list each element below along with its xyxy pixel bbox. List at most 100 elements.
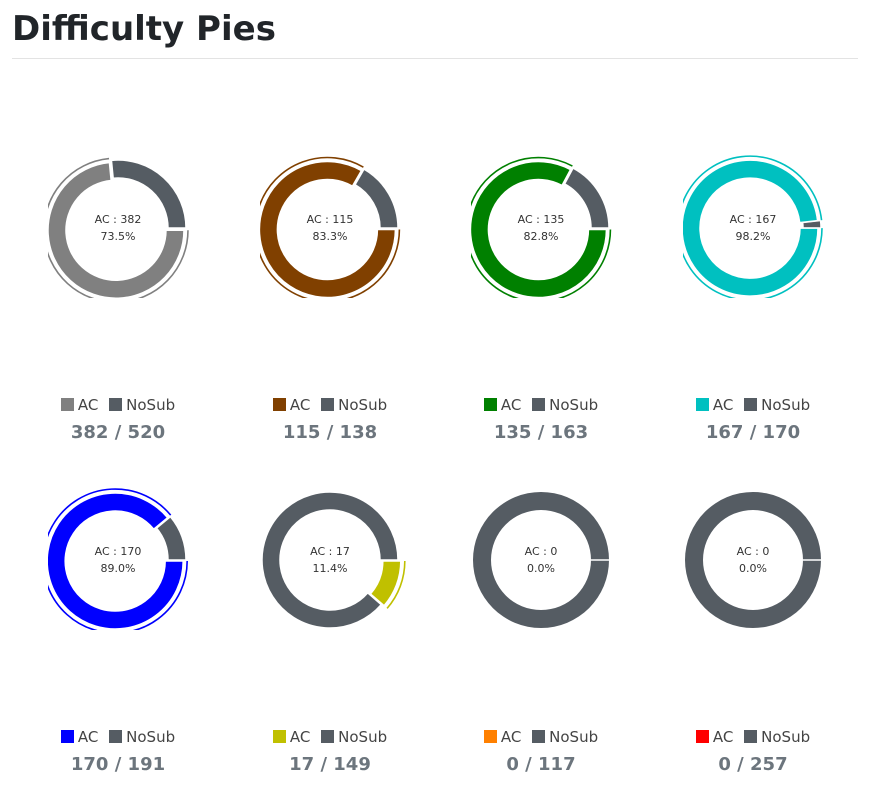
center-percent-label: 11.4% xyxy=(313,562,348,575)
center-ac-label: AC : 115 xyxy=(307,213,354,226)
slice-nosub[interactable] xyxy=(261,491,399,629)
center-percent-label: 89.0% xyxy=(101,562,136,575)
legend-label-ac: AC xyxy=(500,728,522,746)
legend-label-nosub: NoSub xyxy=(761,728,811,746)
solved-count: 382 / 520 xyxy=(70,422,166,443)
center-ac-label: AC : 167 xyxy=(730,213,777,226)
legend-item-nosub[interactable]: NoSub xyxy=(109,396,175,414)
legend-label-nosub: NoSub xyxy=(126,396,176,414)
slice-nosub[interactable] xyxy=(155,515,187,561)
legend-swatch-ac xyxy=(60,730,74,743)
slice-ac[interactable] xyxy=(471,160,608,298)
legend-label-ac: AC xyxy=(712,728,734,746)
slice-ac[interactable] xyxy=(48,161,185,298)
pie-legend: AC NoSub xyxy=(12,396,224,414)
legend-swatch-nosub xyxy=(744,730,758,743)
pie-chart-1: AC : 382 73.5% xyxy=(48,157,189,298)
legend-swatch-ac xyxy=(60,398,74,411)
legend-item-nosub[interactable]: NoSub xyxy=(321,396,387,414)
legend-label-nosub: NoSub xyxy=(338,728,388,746)
legend-swatch-nosub xyxy=(532,730,546,743)
solved-count: 135 / 163 xyxy=(493,422,589,443)
center-percent-label: 82.8% xyxy=(524,230,559,243)
legend-label-ac: AC xyxy=(500,396,522,414)
legend-label-ac: AC xyxy=(289,728,311,746)
solved-count: 0 / 117 xyxy=(506,754,576,775)
pie-chart-8: AC : 0 0.0% xyxy=(685,492,821,628)
pie-slices xyxy=(260,156,401,298)
legend-item-ac[interactable]: AC xyxy=(483,728,522,746)
legend-swatch-nosub xyxy=(109,730,123,743)
slice-ac[interactable] xyxy=(48,492,184,630)
solved-count: 170 / 191 xyxy=(70,754,166,775)
slice-nosub[interactable] xyxy=(110,159,187,229)
legend-item-ac[interactable]: AC xyxy=(272,396,311,414)
pie-legend: AC NoSub xyxy=(224,728,436,746)
slice-ac[interactable] xyxy=(260,160,397,298)
difficulty-pie-4: AC : 167 98.2% AC NoSub 167 / 170 xyxy=(647,128,859,458)
pie-slices xyxy=(261,491,406,629)
difficulty-pie-7: AC : 0 0.0% AC NoSub 0 / 117 xyxy=(435,460,647,790)
slice-ac-highlight xyxy=(386,561,406,609)
legend-swatch-ac xyxy=(695,398,709,411)
legend-item-nosub[interactable]: NoSub xyxy=(532,396,598,414)
slice-nosub[interactable] xyxy=(353,168,399,229)
pie-chart-7: AC : 0 0.0% xyxy=(473,492,609,628)
pie-legend: AC NoSub xyxy=(224,396,436,414)
pie-legend: AC NoSub xyxy=(12,728,224,746)
title-divider xyxy=(12,58,858,59)
legend-item-nosub[interactable]: NoSub xyxy=(321,728,387,746)
slice-ac[interactable] xyxy=(369,560,402,607)
center-percent-label: 83.3% xyxy=(313,230,348,243)
legend-item-ac[interactable]: AC xyxy=(60,728,98,746)
legend-item-ac[interactable]: AC xyxy=(483,396,522,414)
slice-ac-highlight xyxy=(48,157,189,298)
slice-nosub[interactable] xyxy=(685,492,821,628)
center-percent-label: 0.0% xyxy=(739,562,767,575)
legend-swatch-nosub xyxy=(109,398,123,411)
legend-item-nosub[interactable]: NoSub xyxy=(109,728,175,746)
difficulty-pie-2: AC : 115 83.3% AC NoSub 115 / 138 xyxy=(224,128,436,458)
legend-item-ac[interactable]: AC xyxy=(272,728,311,746)
legend-label-nosub: NoSub xyxy=(549,396,599,414)
solved-count: 17 / 149 xyxy=(289,754,371,775)
legend-label-ac: AC xyxy=(289,396,311,414)
pie-slices xyxy=(48,157,189,298)
legend-label-nosub: NoSub xyxy=(126,728,176,746)
solved-count: 167 / 170 xyxy=(705,422,801,443)
legend-item-ac[interactable]: AC xyxy=(695,396,733,414)
pie-chart-4: AC : 167 98.2% xyxy=(683,155,823,298)
difficulty-pie-3: AC : 135 82.8% AC NoSub 135 / 163 xyxy=(435,128,647,458)
legend-swatch-nosub xyxy=(321,398,335,411)
slice-nosub[interactable] xyxy=(473,492,609,628)
legend-item-nosub[interactable]: NoSub xyxy=(744,728,810,746)
legend-item-nosub[interactable]: NoSub xyxy=(532,728,598,746)
center-percent-label: 98.2% xyxy=(736,230,771,243)
slice-ac-highlight xyxy=(260,156,401,298)
slice-ac[interactable] xyxy=(683,159,819,297)
difficulty-pie-1: AC : 382 73.5% AC NoSub 382 / 520 xyxy=(12,128,224,458)
legend-swatch-ac xyxy=(272,398,286,411)
slice-nosub[interactable] xyxy=(563,167,610,229)
center-ac-label: AC : 0 xyxy=(737,545,770,558)
legend-item-ac[interactable]: AC xyxy=(695,728,734,746)
solved-count: 0 / 257 xyxy=(718,754,788,775)
legend-swatch-ac xyxy=(483,398,497,411)
legend-item-nosub[interactable]: NoSub xyxy=(744,396,810,414)
legend-swatch-nosub xyxy=(532,398,546,411)
center-ac-label: AC : 17 xyxy=(310,545,350,558)
center-percent-label: 73.5% xyxy=(101,230,136,243)
slice-ac-highlight xyxy=(471,156,612,298)
solved-count: 115 / 138 xyxy=(282,422,378,443)
pie-chart-6: AC : 17 11.4% xyxy=(261,491,406,629)
legend-label-ac: AC xyxy=(77,396,99,414)
center-percent-label: 0.0% xyxy=(527,562,555,575)
center-ac-label: AC : 0 xyxy=(525,545,558,558)
pie-slices xyxy=(471,156,612,298)
center-ac-label: AC : 382 xyxy=(95,213,142,226)
legend-item-ac[interactable]: AC xyxy=(60,396,99,414)
pie-legend: AC NoSub xyxy=(435,396,647,414)
center-ac-label: AC : 170 xyxy=(95,545,142,558)
legend-swatch-ac xyxy=(272,730,286,743)
pie-slices xyxy=(48,488,188,630)
